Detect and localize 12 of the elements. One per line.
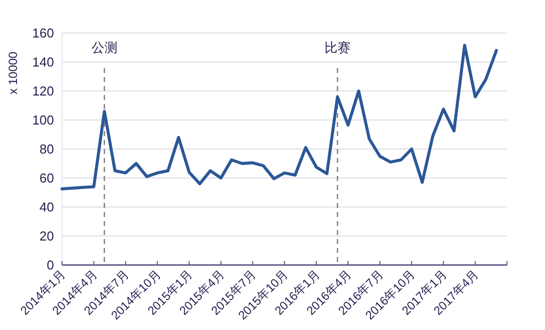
ref-line-label: 比赛 [324,40,350,55]
y-tick-label: 60 [40,170,54,186]
y-tick-label: 40 [40,200,54,214]
y-axis-title: x 10000 [6,51,20,94]
y-tick-label: 100 [32,112,54,128]
y-tick-label: 0 [46,258,54,272]
y-tick-label: 80 [40,142,54,156]
y-tick-label: 140 [32,54,54,70]
y-tick-label: 120 [32,84,54,98]
ref-line-label: 公测 [91,40,118,55]
y-tick-label: 20 [40,228,54,244]
y-tick-label: 160 [32,26,54,40]
